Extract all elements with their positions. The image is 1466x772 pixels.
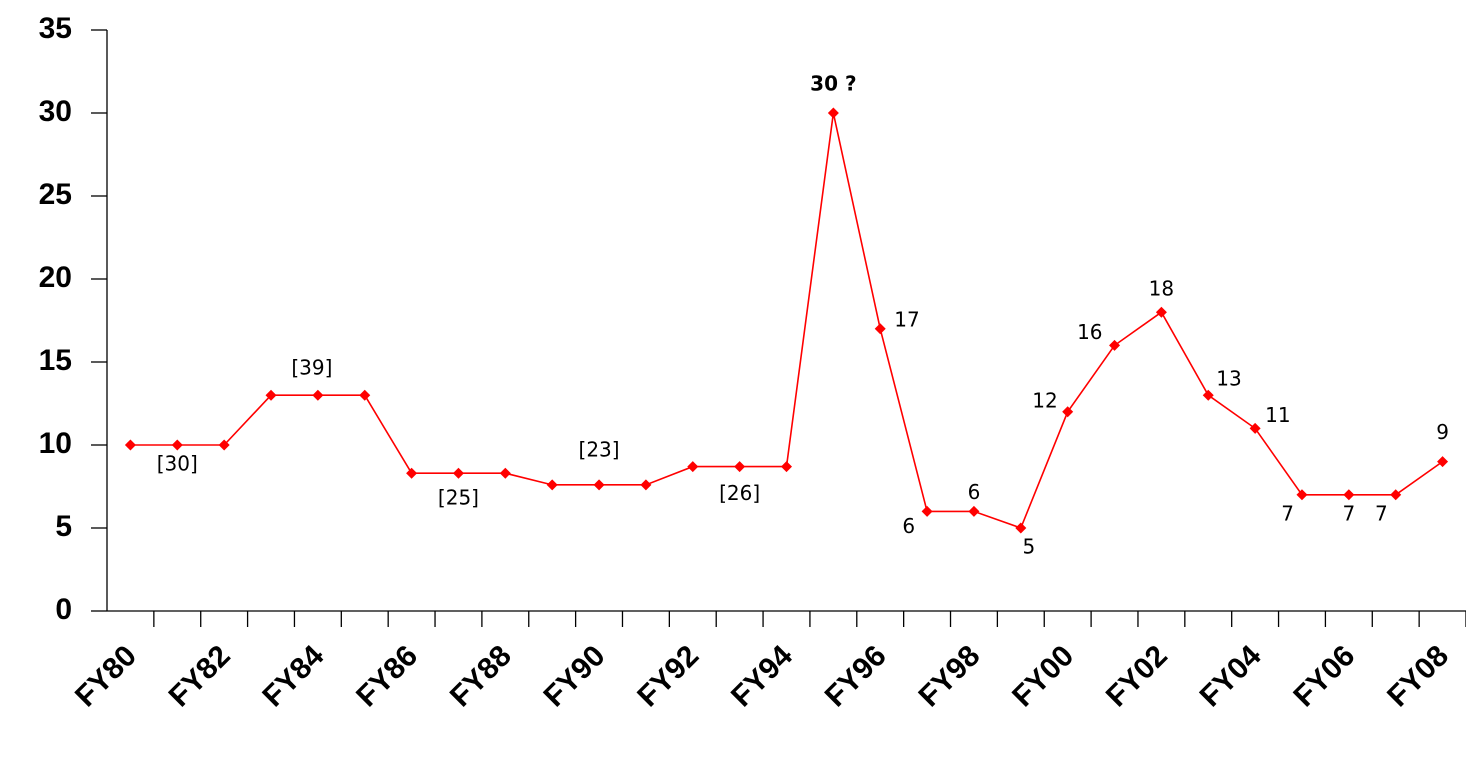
point (593, 479, 605, 491)
x-tick-label: FY06 (1287, 639, 1361, 713)
x-tick-label: FY04 (1194, 639, 1268, 713)
data-label: 5 (1022, 535, 1035, 559)
point (781, 461, 792, 473)
annotation: [26] (719, 481, 760, 505)
x-tick-label: FY82 (163, 639, 237, 713)
annotation: [23] (579, 437, 620, 461)
point (1155, 306, 1167, 318)
point (1390, 489, 1402, 501)
data-label: 18 (1149, 277, 1174, 301)
data-label: 7 (1281, 501, 1294, 525)
point (171, 439, 183, 451)
data-label: 9 (1436, 420, 1449, 444)
point (312, 389, 324, 401)
x-tick-label: FY90 (538, 639, 612, 713)
point (921, 505, 933, 517)
x-tick-label: FY00 (1006, 639, 1080, 713)
data-label: 11 (1265, 403, 1290, 427)
y-tick-label: 15 (39, 344, 72, 377)
data-label: 17 (894, 307, 919, 331)
y-tick-label: 35 (39, 12, 72, 45)
point (968, 505, 980, 517)
x-tick-label: FY94 (725, 639, 799, 713)
y-tick-label: 10 (39, 427, 72, 460)
point (1296, 489, 1308, 501)
point (218, 439, 230, 451)
point (452, 467, 464, 479)
y-tick-label: 0 (55, 593, 72, 626)
annotation: [39] (291, 356, 332, 380)
x-tick-label: FY86 (350, 639, 424, 713)
point (874, 323, 886, 335)
point (124, 439, 136, 451)
data-label: 6 (902, 514, 915, 538)
point (406, 467, 418, 479)
data-label: 7 (1375, 501, 1388, 525)
point (1249, 422, 1261, 434)
x-tick-label: FY98 (912, 639, 986, 713)
point (1015, 522, 1027, 534)
point (359, 389, 371, 401)
data-label: 7 (1342, 501, 1355, 525)
data-label: 13 (1216, 367, 1241, 391)
data-label: 12 (1032, 388, 1057, 412)
point (265, 389, 277, 401)
point (827, 107, 839, 119)
point (1109, 339, 1121, 351)
annotation: [25] (438, 486, 479, 510)
x-tick-label: FY80 (69, 639, 143, 713)
y-tick-label: 5 (55, 510, 72, 543)
data-label: 6 (968, 480, 981, 504)
x-tick-label: FY92 (631, 639, 705, 713)
point (1437, 456, 1449, 468)
point (1343, 489, 1355, 501)
y-tick-label: 25 (39, 178, 72, 211)
x-tick-label: FY08 (1381, 639, 1455, 713)
point (687, 461, 699, 473)
annotation: [30] (157, 452, 198, 476)
data-label: 30 ? (810, 72, 856, 96)
point (640, 479, 652, 491)
point (546, 479, 558, 491)
point (499, 467, 511, 479)
x-tick-label: FY02 (1100, 639, 1174, 713)
x-tick-label: FY84 (256, 639, 330, 713)
point (1062, 406, 1074, 418)
y-tick-label: 30 (39, 95, 72, 128)
x-tick-label: FY88 (444, 639, 518, 713)
y-tick-label: 20 (39, 261, 72, 294)
point (1202, 389, 1214, 401)
data-label: 16 (1077, 320, 1102, 344)
x-tick-label: FY96 (819, 639, 893, 713)
point (734, 461, 746, 473)
